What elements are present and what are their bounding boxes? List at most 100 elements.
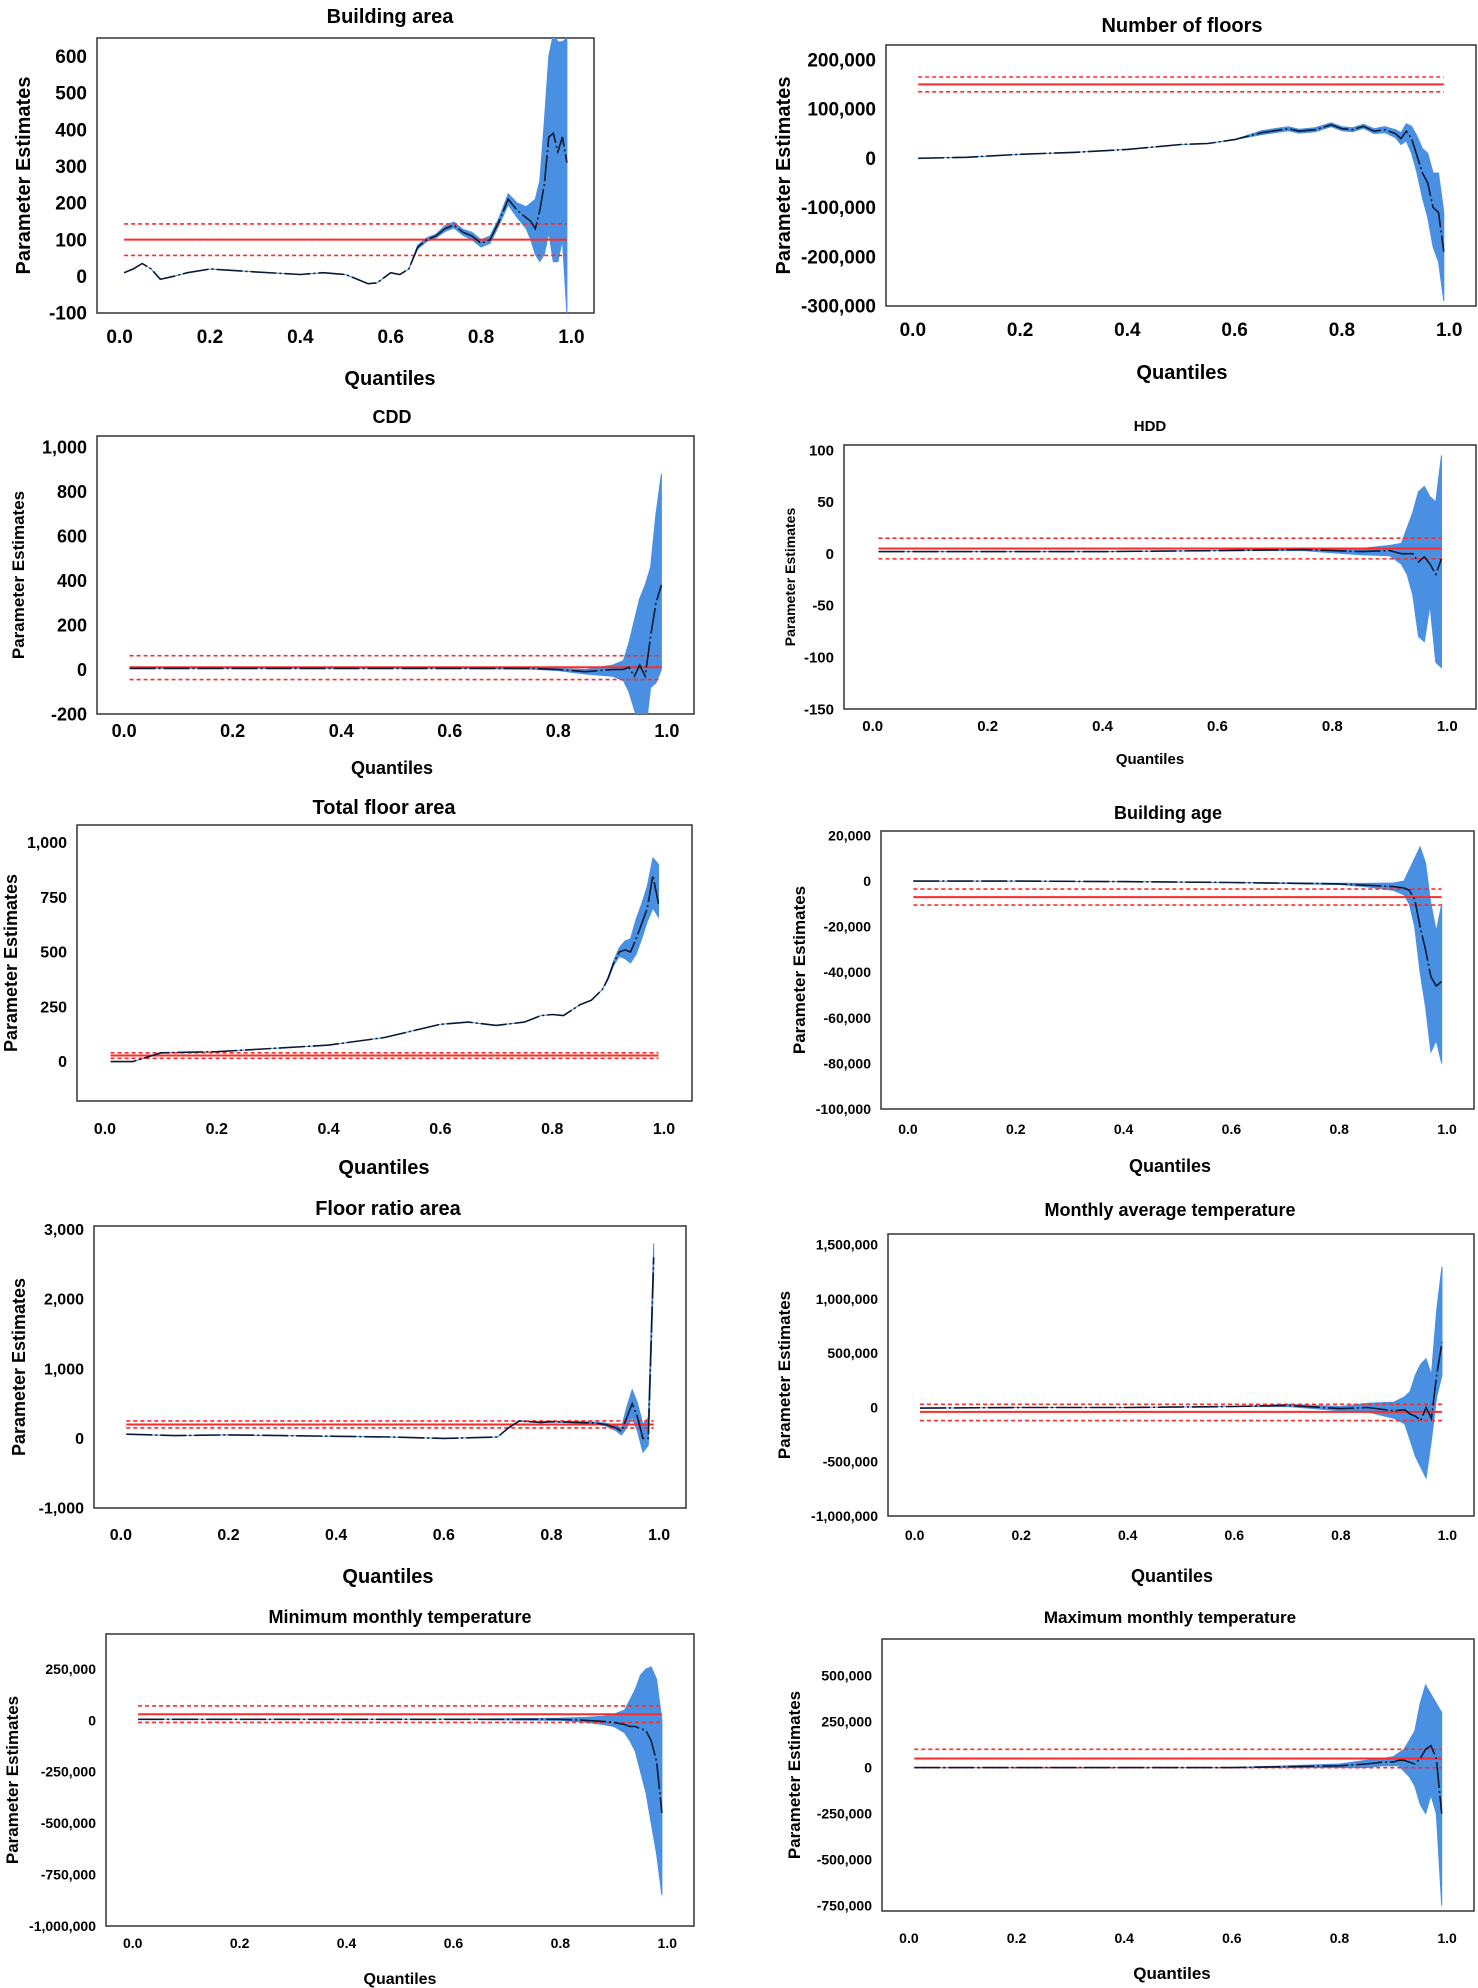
y-tick-label: 250	[40, 999, 67, 1016]
y-tick-label: 0	[864, 1760, 872, 1776]
quantile-estimate-line	[913, 880, 1443, 988]
x-axis-label: Quantiles	[1116, 751, 1184, 768]
y-axis-label: Parameter Estimates	[775, 1291, 794, 1459]
x-tick-label: 0.8	[468, 327, 494, 348]
y-tick-label: 300	[55, 157, 87, 178]
plot-area	[913, 845, 1443, 1064]
x-tick-label: 1.0	[654, 721, 679, 741]
plot-area	[126, 1243, 655, 1454]
y-tick-label: -750,000	[41, 1866, 96, 1882]
plot-frame	[843, 444, 1477, 710]
quantile-estimate-line	[126, 1257, 655, 1440]
plot-frame	[76, 824, 693, 1102]
plot-area	[919, 1266, 1443, 1480]
y-tick-label: 0	[77, 660, 87, 680]
x-tick-label: 0.0	[94, 1121, 116, 1138]
y-tick-label: 0	[58, 1054, 67, 1071]
y-tick-label: -750,000	[817, 1897, 872, 1913]
plot-frame	[93, 1225, 687, 1509]
plot-frame	[887, 1233, 1475, 1517]
y-tick-label: 200	[55, 194, 87, 215]
chart-title: CDD	[373, 407, 412, 427]
y-tick-label: -300,000	[801, 297, 876, 318]
x-tick-label: 0.6	[1221, 320, 1247, 341]
y-tick-label: 1,000	[44, 1361, 84, 1378]
x-axis-label: Quantiles	[364, 1971, 437, 1988]
x-tick-label: 0.0	[112, 721, 137, 741]
y-tick-label: 1,000	[27, 835, 67, 852]
x-tick-label: 0.4	[1114, 1121, 1134, 1137]
y-tick-label: 500,000	[821, 1668, 872, 1684]
y-tick-label: -100,000	[816, 1101, 871, 1117]
plot-frame	[881, 1638, 1475, 1912]
y-tick-label: -200	[51, 704, 87, 724]
y-tick-label: 20,000	[828, 827, 871, 843]
y-tick-label: -50	[812, 598, 834, 615]
x-tick-label: 0.2	[230, 1935, 250, 1951]
x-tick-label: 0.8	[1329, 1121, 1349, 1137]
chart-panel-6: Building age -100,000 -80,000 -60,000 -40,00…	[790, 803, 1475, 1176]
x-tick-label: 0.2	[1011, 1527, 1031, 1543]
y-tick-label: 100,000	[807, 100, 876, 121]
plot-area	[878, 455, 1443, 669]
chart-title: Minimum monthly temperature	[268, 1607, 531, 1627]
x-tick-label: 0.6	[1222, 1121, 1242, 1137]
y-tick-label: -500,000	[817, 1851, 872, 1867]
x-axis-label: Quantiles	[1136, 362, 1227, 384]
y-tick-label: -1,000,000	[29, 1918, 96, 1934]
x-tick-label: 0.0	[862, 718, 883, 735]
x-tick-label: 1.0	[1436, 320, 1462, 341]
x-tick-label: 0.4	[287, 327, 314, 348]
quantile-estimate-line	[919, 1342, 1443, 1422]
y-tick-label: 0	[826, 546, 834, 563]
y-tick-label: 400	[57, 571, 87, 591]
y-tick-label: 2,000	[44, 1292, 84, 1309]
x-tick-label: 0.8	[551, 1935, 571, 1951]
y-tick-label: 750	[40, 890, 67, 907]
x-tick-label: 0.6	[429, 1121, 451, 1138]
y-tick-label: -500,000	[823, 1454, 878, 1470]
x-tick-label: 0.2	[1007, 1930, 1027, 1946]
x-tick-label: 0.2	[1007, 320, 1033, 341]
x-tick-label: 0.0	[898, 1121, 918, 1137]
x-tick-label: 0.6	[1222, 1930, 1242, 1946]
x-tick-label: 0.6	[433, 1527, 455, 1544]
y-tick-label: -100	[49, 304, 87, 325]
plot-frame	[885, 44, 1477, 307]
chart-title: Number of floors	[1101, 15, 1262, 37]
y-axis-label: Parameter Estimates	[3, 1696, 22, 1864]
quantile-estimate-line	[878, 548, 1443, 577]
x-tick-label: 0.2	[220, 721, 245, 741]
confidence-band	[913, 845, 1443, 1064]
x-tick-label: 0.6	[1207, 718, 1228, 735]
y-tick-label: 0	[865, 149, 876, 170]
quantile-estimate-line	[123, 131, 568, 285]
chart-panel-3: CDD -200 0 200 400 600 800 1,000 0.0 0.2 0.4 0.6 0.8…	[9, 407, 695, 778]
x-tick-label: 0.6	[377, 327, 403, 348]
x-tick-label: 0.4	[1118, 1527, 1138, 1543]
x-tick-label: 0.6	[444, 1935, 464, 1951]
x-axis-label: Quantiles	[351, 758, 433, 778]
y-axis-label: Parameter Estimates	[9, 491, 28, 659]
confidence-band	[110, 856, 659, 1063]
y-tick-label: 250,000	[821, 1714, 872, 1730]
chart-panel-2: Number of floors -300,000 -200,000 -100,000…	[773, 15, 1477, 384]
y-tick-label: -40,000	[824, 964, 872, 980]
x-tick-label: 0.8	[546, 721, 571, 741]
plot-area	[914, 1683, 1443, 1906]
y-tick-label: 1,500,000	[816, 1237, 878, 1253]
y-tick-label: 0	[88, 1712, 96, 1728]
x-tick-label: 0.6	[437, 721, 462, 741]
chart-panel-10: Maximum monthly temperature -750,000 -500,…	[785, 1608, 1475, 1983]
y-tick-label: 500	[55, 84, 87, 105]
chart-title: Building age	[1114, 803, 1222, 823]
chart-panel-9: Minimum monthly temperature -1,000,000 -75…	[3, 1607, 695, 1988]
y-tick-label: 50	[817, 494, 834, 511]
x-tick-label: 0.0	[123, 1935, 143, 1951]
y-tick-label: -1,000,000	[811, 1508, 878, 1524]
x-tick-label: 0.8	[1322, 718, 1343, 735]
chart-title: Maximum monthly temperature	[1044, 1608, 1296, 1627]
x-tick-label: 1.0	[558, 327, 584, 348]
y-tick-label: 1,000	[42, 437, 87, 457]
